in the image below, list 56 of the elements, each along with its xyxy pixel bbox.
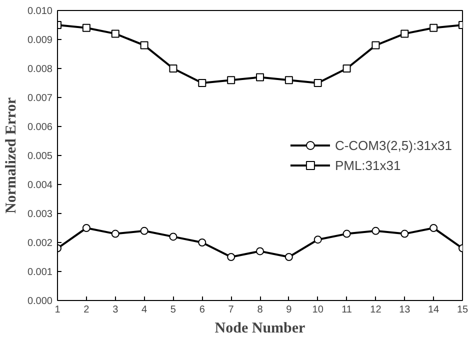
point <box>227 76 236 84</box>
y-axis-title: Normalized Error <box>3 97 20 214</box>
point <box>314 79 322 87</box>
x-tick-label: 5 <box>170 304 176 316</box>
x-tick-label: 9 <box>286 304 292 316</box>
point <box>169 64 178 72</box>
point <box>169 232 178 241</box>
point <box>82 224 90 232</box>
x-tick-label: 3 <box>112 304 119 316</box>
y-tick-label: 0.010 <box>27 6 53 17</box>
point <box>284 76 293 84</box>
x-axis-title: Node Number <box>214 320 306 336</box>
point <box>284 253 293 261</box>
point <box>430 224 438 232</box>
point <box>400 230 409 238</box>
x-tick-label: 7 <box>228 304 234 316</box>
x-tick-label: 1 <box>54 304 61 316</box>
x-tick-label: 12 <box>370 304 382 316</box>
point <box>198 79 206 87</box>
point <box>430 24 438 32</box>
point <box>140 226 148 235</box>
y-tick-label: 0.005 <box>27 151 53 162</box>
y-tick-label: 0.006 <box>27 122 53 133</box>
point <box>82 24 90 32</box>
point <box>342 230 351 238</box>
y-tick-label: 0.001 <box>27 267 53 278</box>
x-tick-label: 13 <box>399 304 411 316</box>
point <box>198 238 206 246</box>
legend-label: C-COM3(2,5):31x31 <box>334 138 452 152</box>
y-tick-label: 0.009 <box>27 35 53 46</box>
point <box>111 30 120 38</box>
point <box>372 41 380 50</box>
y-tick-label: 0.004 <box>27 180 53 191</box>
x-tick-label: 14 <box>428 304 440 316</box>
y-tick-label: 0.003 <box>27 209 53 220</box>
point <box>342 64 351 72</box>
point <box>227 253 236 261</box>
x-tick-label: 6 <box>199 304 206 316</box>
point <box>314 236 322 244</box>
x-tick-label: 8 <box>257 304 264 316</box>
x-tick-label: 10 <box>312 304 324 316</box>
point <box>111 230 120 238</box>
point <box>400 30 409 38</box>
x-tick-label: 4 <box>142 304 148 316</box>
y-tick-label: 0.008 <box>27 64 53 75</box>
y-tick-label: 0.000 <box>27 296 53 307</box>
x-tick-label: 2 <box>84 304 90 316</box>
point <box>256 73 264 82</box>
x-tick-label: 11 <box>342 304 352 316</box>
point <box>372 226 380 235</box>
legend-label: PML:31x31 <box>334 158 401 172</box>
y-tick-label: 0.002 <box>27 238 53 249</box>
x-tick-label: 15 <box>456 304 468 316</box>
y-tick-label: 0.007 <box>27 93 53 104</box>
point <box>140 41 148 50</box>
point <box>256 247 264 256</box>
